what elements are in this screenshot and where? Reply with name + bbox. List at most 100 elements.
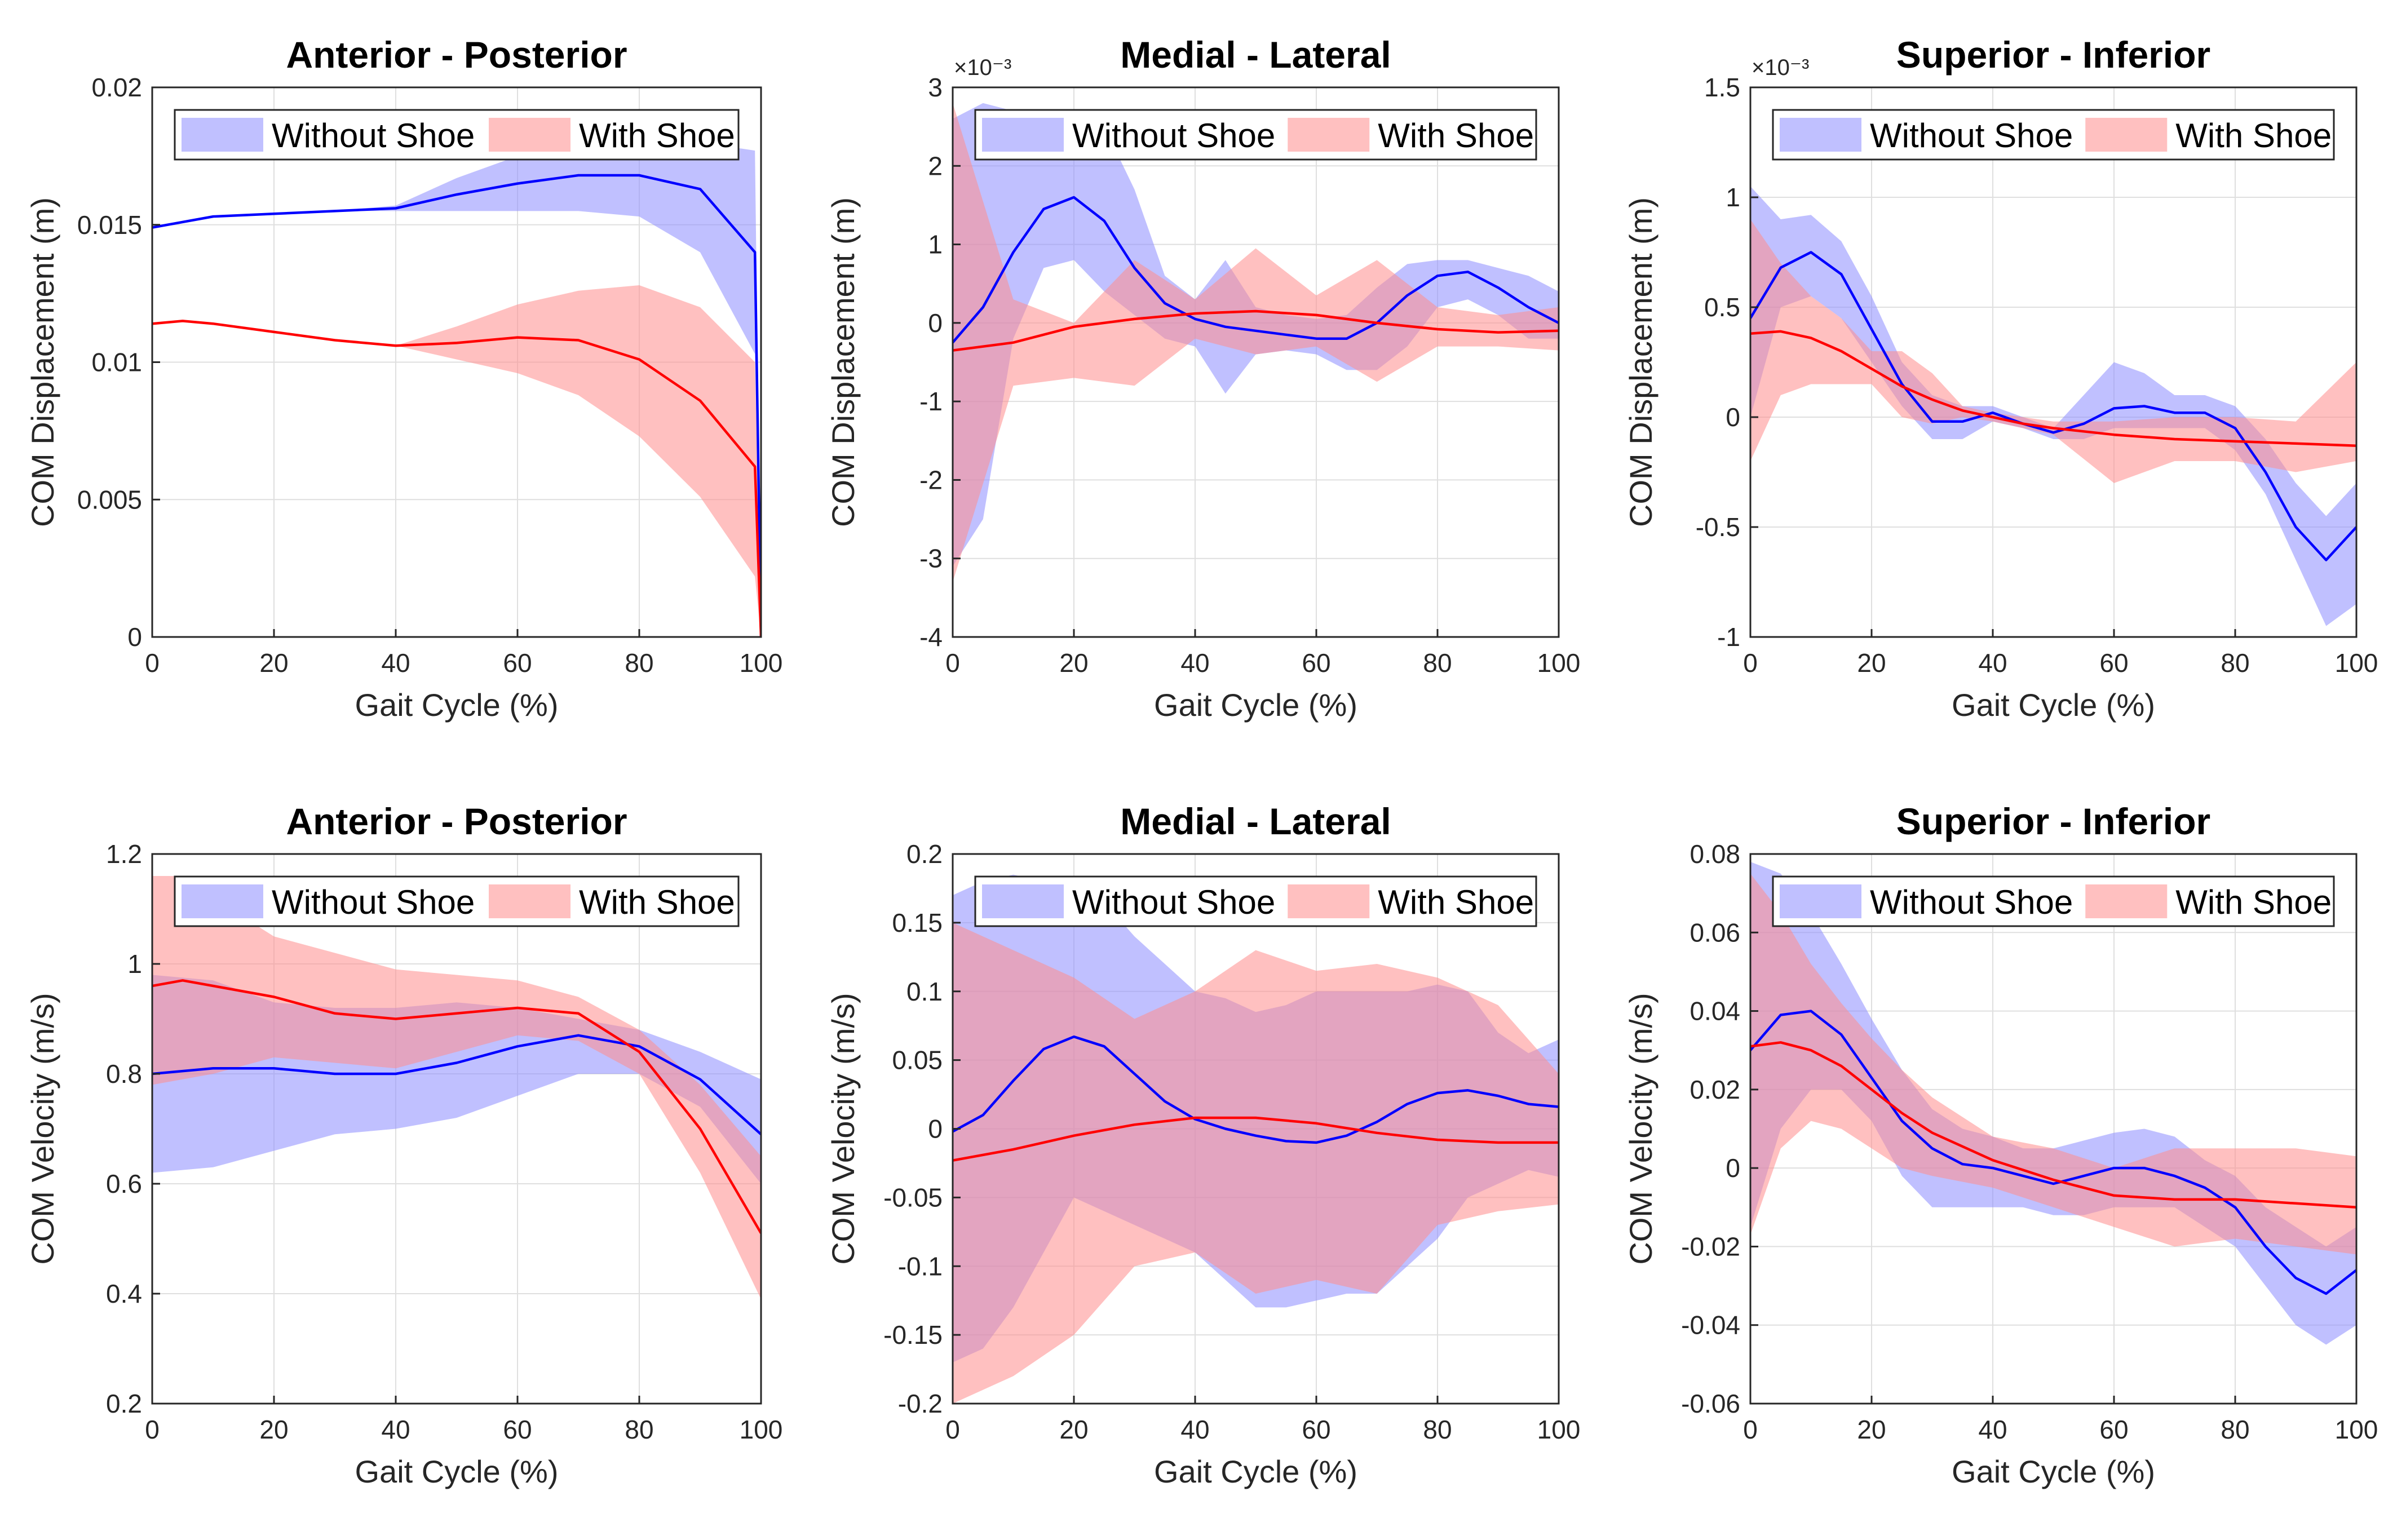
mean-line-without-shoe	[953, 196, 1559, 344]
y-tick-label: 0	[1726, 402, 1740, 432]
mean-line-without-shoe	[1750, 251, 2356, 561]
x-axis-label: Gait Cycle (%)	[1952, 687, 2155, 723]
x-tick-label: 80	[625, 648, 653, 678]
x-tick-label: 0	[945, 1415, 960, 1444]
axis-exponent: ×10⁻³	[1752, 55, 1809, 80]
x-tick-label: 20	[259, 648, 288, 678]
x-tick-label: 80	[1423, 1415, 1452, 1444]
legend-box	[974, 875, 1537, 927]
legend-swatch-without-shoe	[982, 118, 1064, 152]
legend-swatch-without-shoe	[182, 118, 263, 152]
y-tick-label: 1.2	[106, 839, 142, 869]
x-tick-label: 20	[1857, 1415, 1886, 1444]
mean-line-without-shoe	[1750, 1010, 2356, 1295]
y-tick-label: 0.6	[106, 1169, 142, 1198]
y-tick-label: 0.08	[1689, 839, 1740, 869]
legend-label-without-shoe: Without Shoe	[272, 117, 475, 154]
y-tick-label: 1.5	[1704, 73, 1740, 102]
x-axis-label: Gait Cycle (%)	[1154, 1454, 1357, 1489]
y-tick-label: 0.2	[106, 1389, 142, 1418]
legend-swatch-with-shoe	[1288, 118, 1370, 152]
axis-exponent: ×10⁻³	[954, 55, 1011, 80]
confidence-band-with-shoe	[1750, 873, 2356, 1255]
y-tick-label: -0.15	[883, 1320, 943, 1349]
x-tick-label: 60	[1302, 1415, 1330, 1444]
y-tick-label: -2	[919, 465, 943, 494]
x-tick-label: 0	[1743, 648, 1758, 678]
y-tick-label: -0.5	[1696, 512, 1740, 542]
chart-title: Medial - Lateral	[1120, 800, 1391, 842]
y-tick-label: -4	[919, 622, 943, 652]
legend-label-with-shoe: With Shoe	[579, 117, 735, 154]
x-tick-label: 40	[381, 1415, 410, 1444]
y-tick-label: 0.2	[906, 839, 943, 869]
legend-label-with-shoe: With Shoe	[2175, 117, 2332, 154]
chart-panel-bottom-left: 0 20 40 60 80 100 0.2 0.4 0.6 0.8 1 1.2 Anterior - P…	[25, 800, 782, 1489]
y-tick-label: -0.02	[1681, 1232, 1740, 1261]
x-tick-label: 60	[503, 648, 532, 678]
legend: Without Shoe With Shoe	[1772, 875, 2335, 927]
y-tick-label: -0.06	[1681, 1389, 1740, 1418]
legend-box	[174, 875, 740, 927]
mean-line-with-shoe	[953, 1116, 1559, 1162]
y-tick-label: 0	[1726, 1153, 1740, 1183]
confidence-band-with-shoe	[152, 876, 761, 1299]
x-tick-label: 0	[145, 648, 160, 678]
confidence-band-with-shoe	[1750, 219, 2356, 483]
y-axis-label: COM Velocity (m/s)	[825, 993, 861, 1264]
x-tick-label: 0	[1743, 1415, 1758, 1444]
y-tick-label: 0.4	[106, 1279, 142, 1308]
chart-title: Anterior - Posterior	[286, 34, 627, 76]
chart-title: Superior - Inferior	[1896, 34, 2210, 76]
x-tick-label: 60	[503, 1415, 532, 1444]
y-tick-label: 1	[127, 949, 142, 979]
y-tick-label: 0.04	[1689, 997, 1740, 1026]
y-tick-label: 0.005	[77, 485, 142, 514]
y-tick-label: 0	[928, 1114, 943, 1144]
chart-title: Superior - Inferior	[1896, 800, 2210, 842]
legend-swatch-without-shoe	[1780, 118, 1861, 152]
x-tick-label: 20	[259, 1415, 288, 1444]
chart-panel-top-left: 0 20 40 60 80 100 0 0.005 0.01 0.015 0.02 Anterior …	[25, 34, 782, 723]
mean-line-without-shoe	[152, 174, 761, 637]
x-tick-label: 100	[2335, 648, 2378, 678]
x-axis-label: Gait Cycle (%)	[1154, 687, 1357, 723]
legend-swatch-with-shoe	[2085, 884, 2168, 918]
y-tick-label: 0.8	[106, 1059, 142, 1088]
x-tick-label: 80	[2221, 648, 2249, 678]
y-tick-label: 0	[928, 308, 943, 338]
chart-title: Anterior - Posterior	[286, 800, 627, 842]
x-axis-label: Gait Cycle (%)	[355, 1454, 559, 1489]
x-axis-label: Gait Cycle (%)	[1952, 1454, 2155, 1489]
mean-line-with-shoe	[1750, 330, 2356, 447]
legend-swatch-without-shoe	[982, 884, 1064, 918]
confidence-band-with-shoe	[953, 922, 1559, 1404]
mean-line-with-shoe	[152, 979, 761, 1234]
y-tick-label: 0.015	[77, 210, 142, 240]
x-tick-label: 40	[1978, 648, 2007, 678]
x-tick-label: 0	[145, 1415, 160, 1444]
y-tick-label: 0.02	[1689, 1075, 1740, 1104]
chart-panel-bottom-right: 0 20 40 60 80 100 -0.06 -0.04 -0.02 0 0.02 0.04 0.06…	[1623, 800, 2378, 1489]
legend: Without Shoe With Shoe	[174, 109, 740, 161]
x-tick-label: 40	[1180, 648, 1209, 678]
y-axis-label: COM Displacement (m)	[25, 197, 60, 527]
x-tick-label: 100	[740, 648, 783, 678]
y-axis-label: COM Displacement (m)	[825, 197, 861, 527]
legend-box	[1772, 109, 2335, 161]
chart-panel-top-middle: 0 20 40 60 80 100 -4 -3 -2 -1 0 1 2 3 ×10⁻³ Medial - La…	[825, 34, 1580, 723]
mean-line-with-shoe	[1750, 1041, 2356, 1209]
y-axis-label: COM Velocity (m/s)	[25, 993, 60, 1264]
legend-label-without-shoe: Without Shoe	[1072, 883, 1275, 921]
y-tick-label: 0.1	[906, 977, 943, 1006]
x-tick-label: 100	[1537, 1415, 1581, 1444]
legend-label-with-shoe: With Shoe	[2175, 883, 2332, 921]
y-tick-label: 0.06	[1689, 918, 1740, 947]
x-tick-label: 40	[381, 648, 410, 678]
legend-label-with-shoe: With Shoe	[579, 883, 735, 921]
legend-label-without-shoe: Without Shoe	[272, 883, 475, 921]
legend-label-without-shoe: Without Shoe	[1870, 883, 2073, 921]
legend-box	[974, 109, 1537, 161]
legend-label-without-shoe: Without Shoe	[1072, 117, 1275, 154]
